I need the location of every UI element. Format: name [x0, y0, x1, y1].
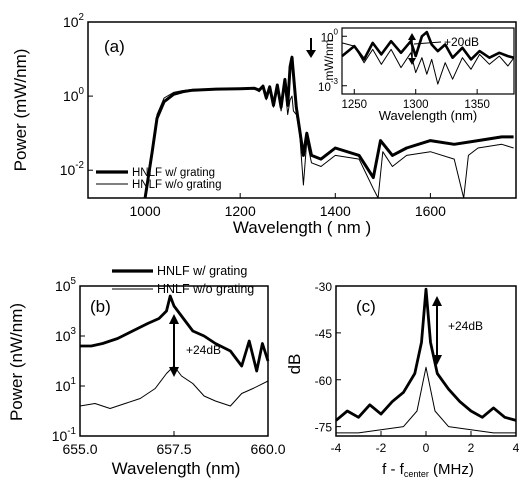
inset-ticks: 1250 1300 1350 10-3 100: [318, 27, 490, 111]
x-tick-label: 657.5: [156, 441, 191, 457]
series-line-with-grating: [143, 55, 514, 199]
y-tick-label: 101: [55, 376, 76, 394]
panel-a: 1000 1200 1400 1600 10-2 100 102 (a) Wavelengt…: [11, 12, 517, 237]
y-tick-label: -30: [315, 280, 333, 294]
y-tick-label: -60: [315, 374, 333, 388]
y-tick-label: 100: [63, 86, 85, 104]
panel-b-xlabel: Wavelength (nm): [112, 459, 241, 478]
x-tick-label: 1300: [403, 99, 429, 111]
panel-a-arrow: [306, 38, 316, 58]
panel-c-series: [335, 287, 517, 434]
series-line-without-grating: [336, 366, 516, 434]
x-tick-label: 1000: [129, 203, 160, 219]
y-tick-label: -75: [315, 421, 333, 435]
series-line-with-grating: [341, 30, 515, 61]
panel-a-label: (a): [104, 37, 125, 56]
panel-c-arrow: [432, 296, 442, 365]
x-tick-label: 660.0: [250, 441, 285, 457]
panel-b-legend: HNLF w/ grating HNLF w/o grating: [112, 264, 254, 296]
panel-a-legend: HNLF w/ grating HNLF w/o grating: [96, 167, 221, 191]
panel-a-series: [143, 55, 514, 199]
series-line-without-grating: [79, 365, 269, 409]
panel-a-ticks: 1000 1200 1400 1600 10-2 100 102: [60, 12, 446, 219]
y-tick-label: 10-2: [60, 160, 84, 178]
x-tick-label: 0: [423, 441, 430, 455]
panel-a-ylabel: Power (mW/nm): [11, 49, 30, 172]
inset-xlabel: Wavelength (nm): [379, 108, 478, 123]
x-tick-label: 1250: [341, 99, 367, 111]
panel-b-arrow: [169, 314, 179, 377]
panel-b-series: [79, 294, 270, 409]
panel-c-label: (c): [356, 297, 376, 316]
panel-c: -4 -2 0 2 4 -30 -45 -60 -75 (c) +24dB f - fcente…: [285, 280, 520, 479]
panel-a-xlabel: Wavelength ( nm ): [233, 218, 371, 237]
x-tick-label: 655.0: [62, 441, 97, 457]
x-tick-label: 1350: [464, 99, 490, 111]
y-tick-label: 103: [55, 326, 77, 344]
panel-b: 655.0 657.5 660.0 10-1 101 103 105 (b) +24dB W…: [7, 264, 286, 478]
x-tick-label: 1200: [225, 203, 256, 219]
panel-b-label: (b): [90, 297, 111, 316]
inset-arrow: [408, 33, 442, 65]
series-line-without-grating: [144, 84, 514, 199]
inset-series: [341, 30, 515, 85]
series-line-without-grating: [341, 42, 515, 85]
panel-c-annotation: +24dB: [448, 319, 483, 333]
panel-b-annotation: +24dB: [186, 343, 221, 357]
inset-frame: [341, 27, 515, 95]
x-tick-label: 2: [468, 441, 475, 455]
y-tick-label: 100: [321, 27, 339, 44]
legend-b-label-nograting: HNLF w/o grating: [157, 282, 254, 296]
panel-b-ticks: 655.0 657.5 660.0 10-1 101 103 105: [52, 276, 286, 457]
y-tick-label: -45: [315, 327, 333, 341]
x-tick-label: -4: [331, 441, 342, 455]
x-tick-label: 1600: [415, 203, 446, 219]
panel-c-xlabel: f - fcenter (MHz): [382, 461, 474, 479]
panel-c-ticks: -4 -2 0 2 4 -30 -45 -60 -75: [315, 280, 520, 455]
legend-a-label-nograting: HNLF w/o grating: [132, 179, 221, 191]
y-tick-label: 102: [63, 12, 84, 30]
series-line-with-grating: [335, 287, 517, 422]
panel-a-frame: [87, 21, 517, 199]
y-tick-label: 105: [55, 276, 77, 294]
x-tick-label: 1400: [320, 203, 351, 219]
panel-b-ylabel: Power (nW/nm): [7, 303, 26, 421]
inset-ylabel: mW/nm: [322, 39, 336, 80]
series-line-with-grating: [80, 294, 270, 373]
x-tick-label: -2: [376, 441, 387, 455]
panel-c-ylabel: dB: [285, 354, 304, 375]
y-tick-label: 10-1: [52, 426, 76, 444]
y-tick-label: 10-3: [318, 77, 338, 94]
panel-a-inset: 1250 1300 1350 10-3 100 Wavelength (nm) mW/n…: [318, 27, 515, 123]
x-tick-label: 4: [513, 441, 520, 455]
legend-b-label-grating: HNLF w/ grating: [157, 264, 247, 278]
legend-a-label-grating: HNLF w/ grating: [132, 167, 215, 179]
inset-annotation: +20dB: [444, 35, 479, 49]
